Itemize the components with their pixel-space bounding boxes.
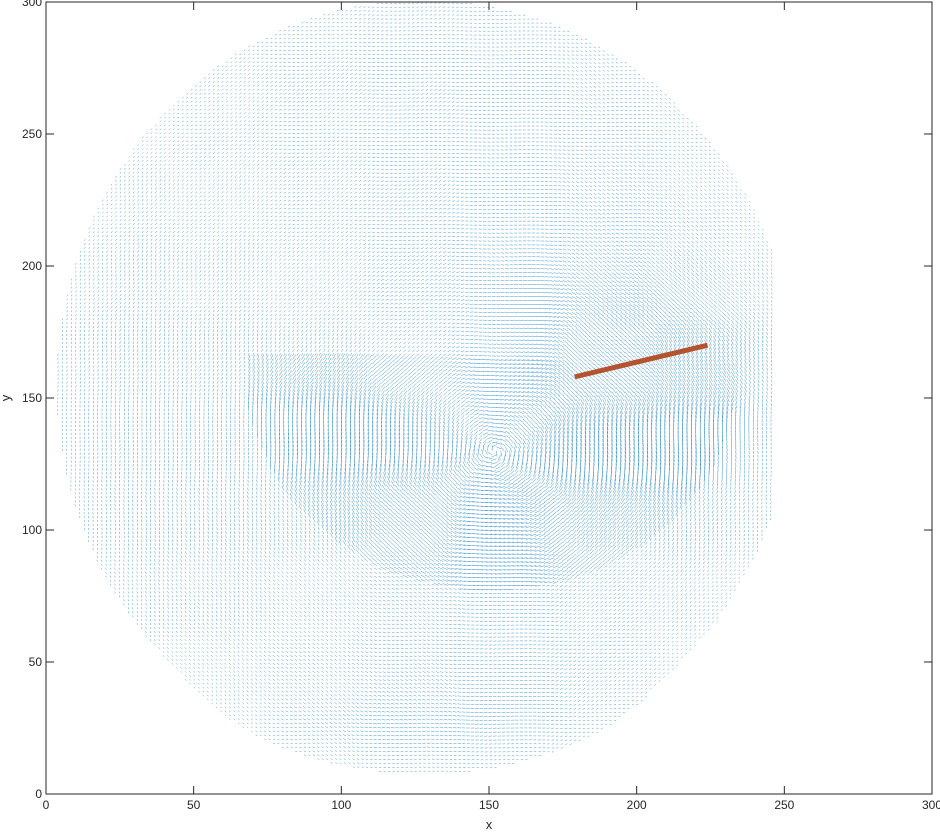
quiver-arrows (593, 46, 713, 733)
quiver-arrows (314, 2, 408, 772)
y-tick-label: 0 (35, 787, 42, 801)
quiver-arrows (494, 10, 599, 765)
vector-field (57, 2, 773, 772)
x-tick-label: 250 (774, 798, 794, 812)
y-tick-label: 250 (22, 127, 42, 141)
quiver-arrows (708, 141, 773, 623)
quiver-arrows (402, 2, 502, 772)
x-tick-label: 300 (922, 798, 940, 812)
y-tick-label: 50 (29, 655, 43, 669)
y-tick-label: 300 (22, 0, 42, 9)
reference-segment (574, 342, 709, 380)
x-tick-label: 150 (479, 798, 499, 812)
y-tick-label: 150 (22, 391, 42, 405)
plot-area (45, 1, 933, 795)
x-tick-label: 0 (43, 798, 50, 812)
quiver-arrows (212, 18, 317, 756)
x-tick-label: 200 (627, 798, 647, 812)
y-tick-label: 100 (22, 523, 42, 537)
y-axis: 0 50 100 150 200 250 300 (22, 0, 932, 801)
x-axis: 0 50 100 150 200 250 300 (43, 2, 940, 812)
x-tick-label: 100 (331, 798, 351, 812)
x-axis-label: x (486, 817, 493, 832)
y-tick-label: 200 (22, 259, 42, 273)
y-axis-label: y (0, 394, 13, 401)
x-tick-label: 50 (187, 798, 201, 812)
quiver-arrows (57, 73, 216, 705)
